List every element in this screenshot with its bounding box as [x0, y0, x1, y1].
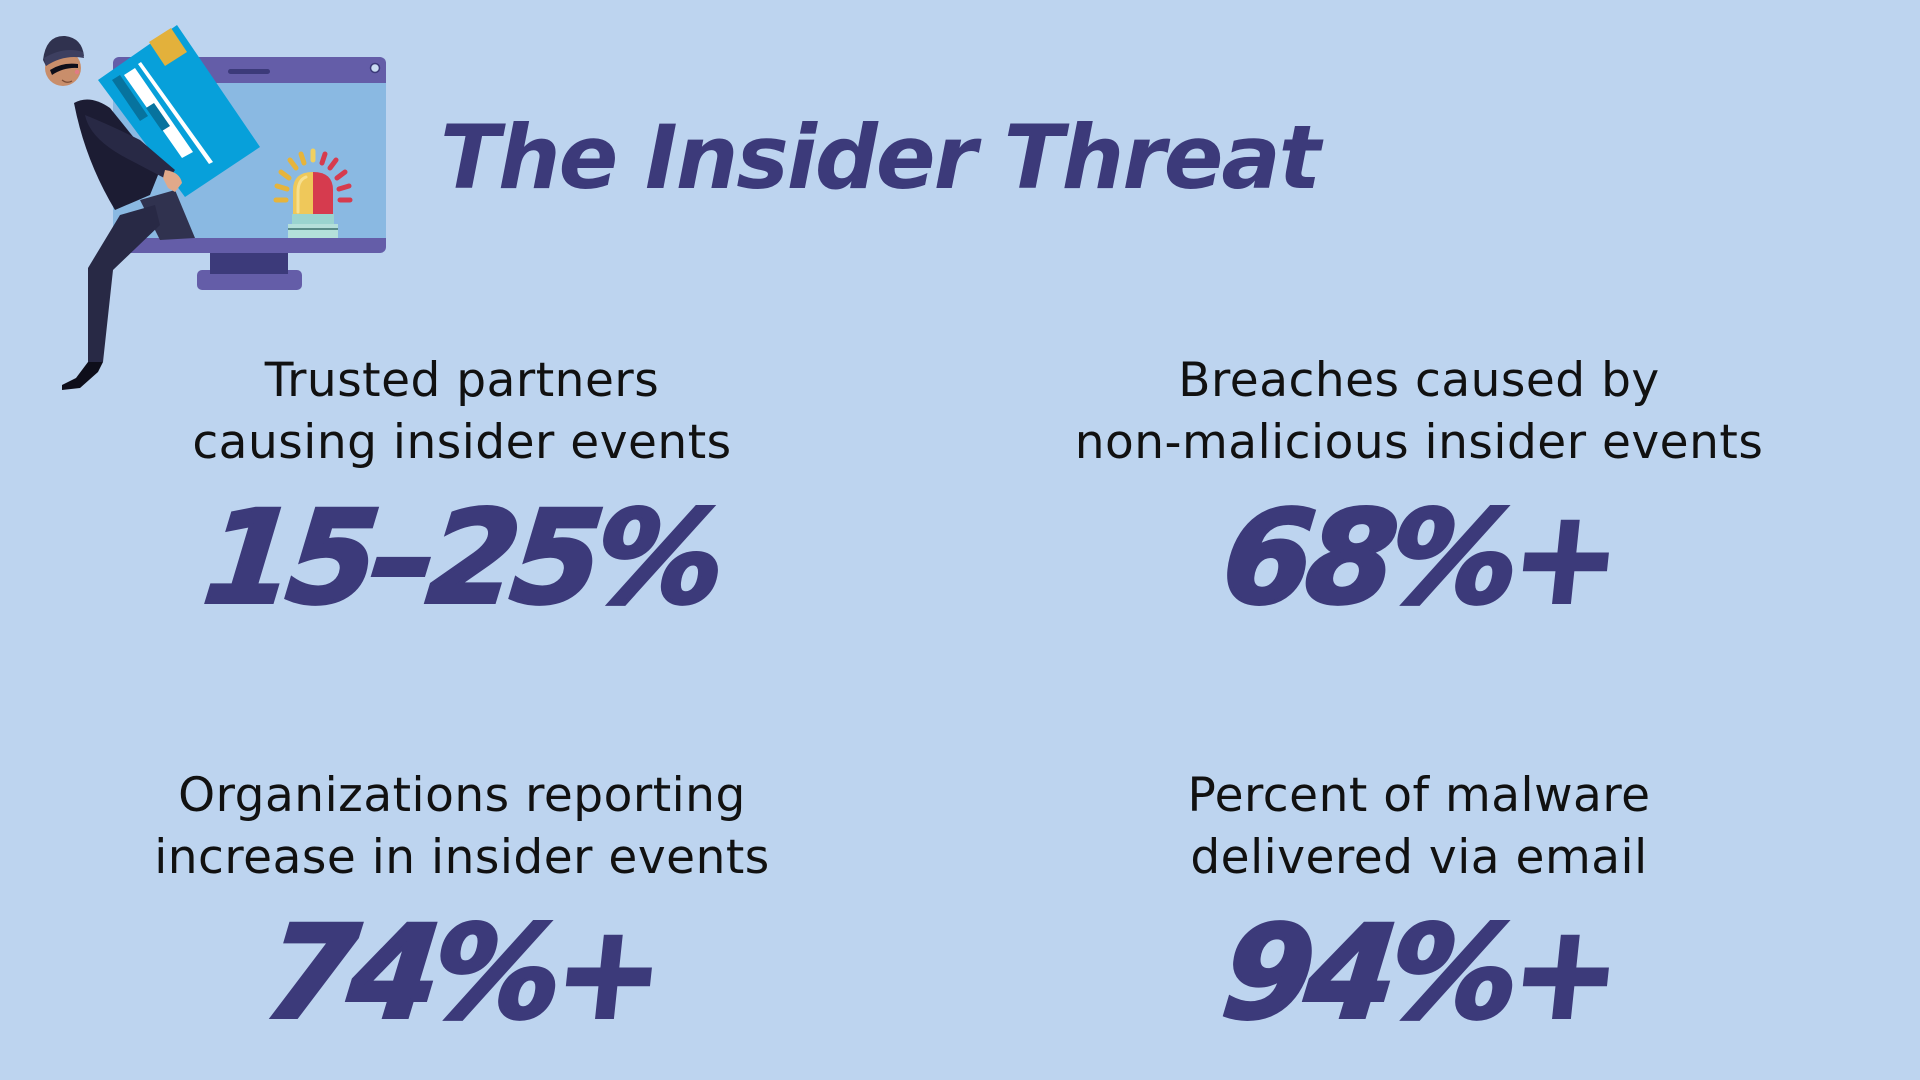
stat-malware-via-email: Percent of malware delivered via email 9… [989, 765, 1849, 1050]
stat-label-line: Breaches caused by [1178, 353, 1660, 408]
stat-trusted-partners: Trusted partners causing insider events … [32, 350, 892, 635]
stat-value: 15–25% [196, 482, 728, 635]
insider-threat-illustration [43, 25, 386, 390]
stat-label-line: delivered via email [1190, 830, 1648, 885]
thief-icon [43, 25, 260, 390]
stat-label-line: non-malicious insider events [1074, 415, 1764, 470]
page-title: The Insider Threat [440, 106, 1321, 209]
stat-label-line: Trusted partners [264, 353, 660, 408]
stat-label: Breaches caused by non-malicious insider… [989, 350, 1849, 474]
alarm-siren-icon [273, 148, 353, 238]
stat-label-line: increase in insider events [154, 830, 770, 885]
stat-label: Trusted partners causing insider events [32, 350, 892, 474]
credit-card-icon [98, 25, 260, 197]
stat-non-malicious-breaches: Breaches caused by non-malicious insider… [989, 350, 1849, 635]
stat-label: Percent of malware delivered via email [989, 765, 1849, 889]
stat-value: 74%+ [257, 897, 666, 1050]
stat-value: 94%+ [1214, 897, 1623, 1050]
stat-label-line: causing insider events [192, 415, 732, 470]
stat-label: Organizations reporting increase in insi… [32, 765, 892, 889]
stat-label-line: Percent of malware [1187, 768, 1651, 823]
stat-label-line: Organizations reporting [178, 768, 746, 823]
stat-organizations-reporting-increase: Organizations reporting increase in insi… [32, 765, 892, 1050]
stat-value: 68%+ [1214, 482, 1623, 635]
